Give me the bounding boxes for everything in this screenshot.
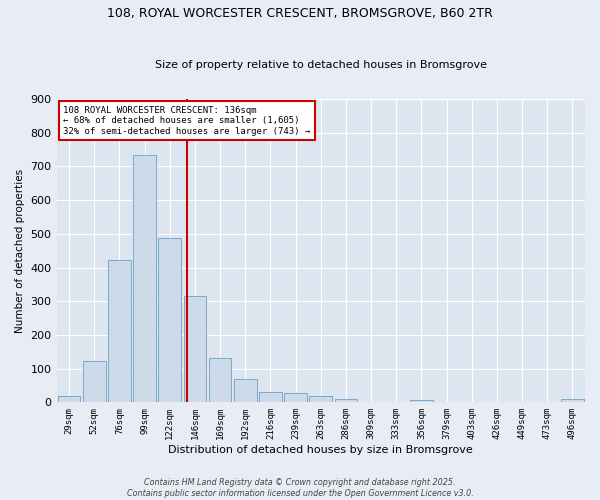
Text: 108 ROYAL WORCESTER CRESCENT: 136sqm
← 68% of detached houses are smaller (1,605: 108 ROYAL WORCESTER CRESCENT: 136sqm ← 6… bbox=[64, 106, 311, 136]
Y-axis label: Number of detached properties: Number of detached properties bbox=[15, 168, 25, 333]
Bar bbox=[209, 358, 232, 403]
Title: Size of property relative to detached houses in Bromsgrove: Size of property relative to detached ho… bbox=[155, 60, 487, 70]
X-axis label: Distribution of detached houses by size in Bromsgrove: Distribution of detached houses by size … bbox=[169, 445, 473, 455]
Bar bbox=[310, 396, 332, 402]
Bar bbox=[83, 361, 106, 403]
Bar bbox=[284, 393, 307, 402]
Text: 108, ROYAL WORCESTER CRESCENT, BROMSGROVE, B60 2TR: 108, ROYAL WORCESTER CRESCENT, BROMSGROV… bbox=[107, 8, 493, 20]
Bar bbox=[108, 260, 131, 402]
Bar bbox=[58, 396, 80, 402]
Bar bbox=[184, 296, 206, 403]
Bar bbox=[234, 380, 257, 402]
Bar bbox=[561, 399, 584, 402]
Bar bbox=[410, 400, 433, 402]
Bar bbox=[259, 392, 282, 402]
Text: Contains HM Land Registry data © Crown copyright and database right 2025.
Contai: Contains HM Land Registry data © Crown c… bbox=[127, 478, 473, 498]
Bar bbox=[133, 154, 156, 402]
Bar bbox=[158, 238, 181, 402]
Bar bbox=[335, 399, 357, 402]
